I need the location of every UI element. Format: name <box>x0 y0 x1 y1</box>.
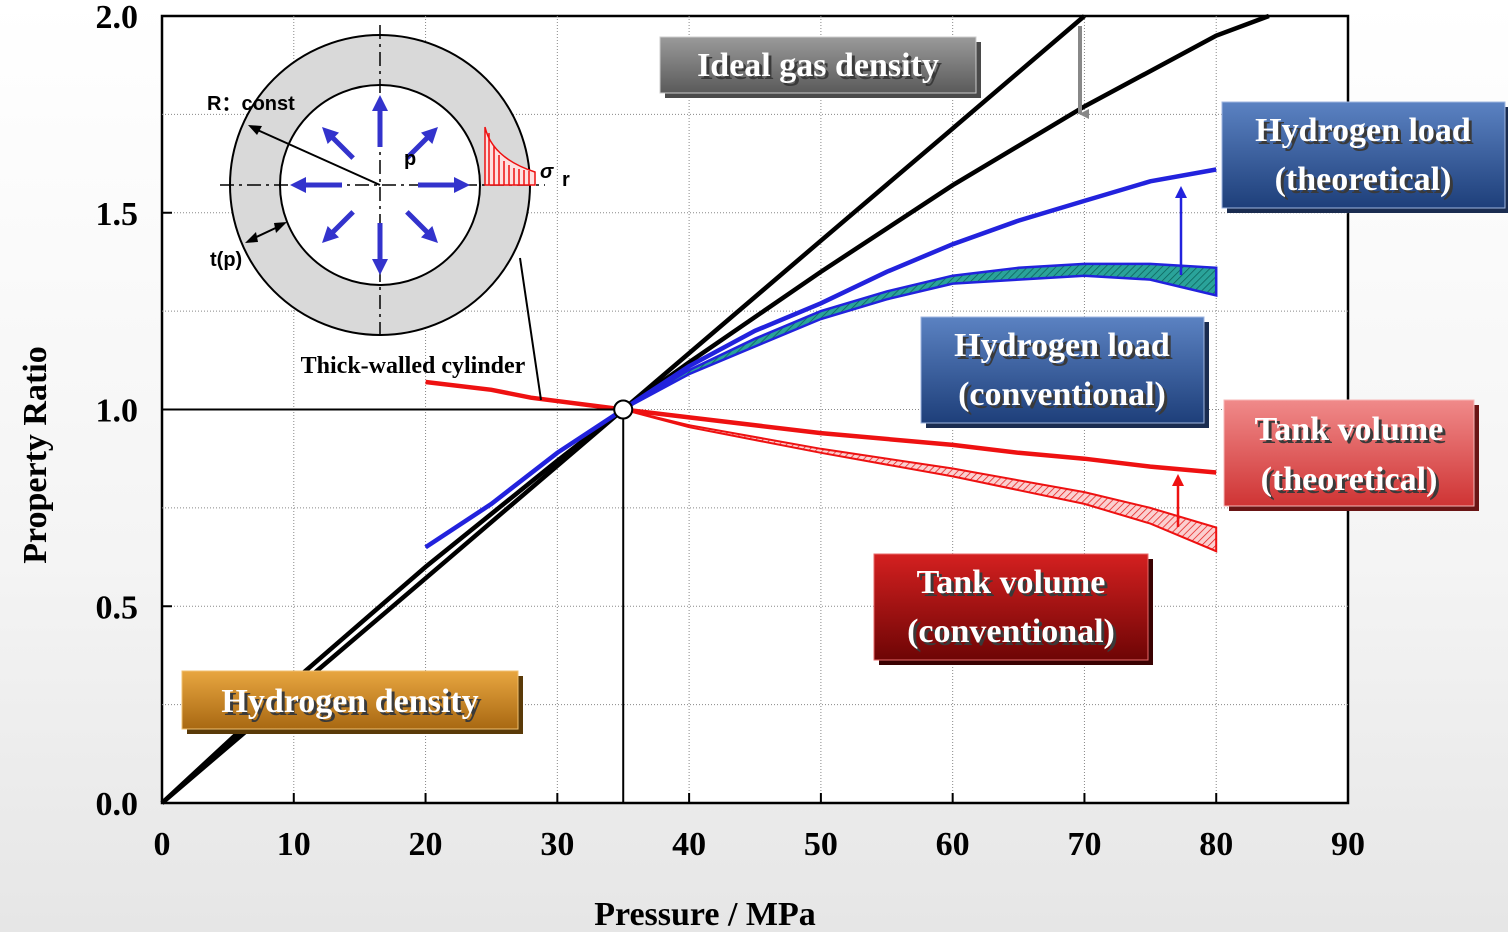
pressure-arrow-head <box>290 177 306 193</box>
reference-point-marker <box>613 399 634 420</box>
x-tick-label: 40 <box>672 826 706 863</box>
x-tick-label: 60 <box>936 826 970 863</box>
pressure-arrow-head <box>421 127 438 144</box>
svg-text:(theoretical): (theoretical) <box>1278 164 1455 201</box>
x-axis-title: Pressure / MPa <box>594 896 816 932</box>
svg-text:(conventional): (conventional) <box>958 376 1166 413</box>
x-axis-ticks: 0 10 20 30 40 50 60 70 80 90 <box>154 793 1365 863</box>
pressure-arrow <box>405 127 438 160</box>
svg-text:(theoretical): (theoretical) <box>1261 461 1438 498</box>
hydrogen-load-conventional-band <box>622 262 1218 411</box>
y-tick-label: 0.5 <box>96 589 139 626</box>
pressure-arrow-head <box>421 226 438 243</box>
thick-walled-cylinder-inset: R：const p t(p) σ r Thick-walled cylinder <box>207 25 570 401</box>
svg-text:Hydrogen load: Hydrogen load <box>954 327 1170 364</box>
x-tick-label: 50 <box>804 826 838 863</box>
svg-text:Tank volume: Tank volume <box>917 564 1106 601</box>
svg-text:Hydrogen load: Hydrogen load <box>1255 112 1471 149</box>
pressure-arrow-head <box>322 226 339 243</box>
tank-volume-conventional-band <box>622 408 1218 553</box>
hydrogen-load-theoretical-line <box>424 167 1217 550</box>
internal-pressure-arrows <box>290 95 470 275</box>
pressure-arrow-head <box>372 259 388 275</box>
pressure-arrow <box>405 210 438 243</box>
pressure-arrow <box>322 210 355 243</box>
hydrogen-load-conventional-label: Hydrogen load Hydrogen load (conventiona… <box>920 316 1209 428</box>
y-tick-label: 1.5 <box>96 196 139 233</box>
hydrogen-load-up-arrow <box>1175 186 1187 275</box>
svg-text:(conventional): (conventional) <box>910 616 1118 653</box>
svg-text:Tank volume: Tank volume <box>1258 414 1447 451</box>
y-tick-label: 2.0 <box>96 0 139 36</box>
svg-text:Hydrogen load: Hydrogen load <box>957 330 1173 367</box>
svg-text:(conventional): (conventional) <box>907 613 1115 650</box>
x-tick-label: 0 <box>154 826 171 863</box>
pressure-arrow <box>290 177 342 193</box>
svg-text:Ideal gas density: Ideal gas density <box>697 47 939 84</box>
x-tick-label: 70 <box>1067 826 1101 863</box>
hydrogen-load-theoretical-label: Hydrogen load Hydrogen load (theoretical… <box>1221 101 1508 213</box>
svg-text:Tank volume: Tank volume <box>920 567 1109 604</box>
tank-volume-theoretical-label: Tank volume Tank volume (theoretical) (t… <box>1223 399 1479 511</box>
svg-text:(conventional): (conventional) <box>961 379 1169 416</box>
svg-text:Hydrogen density: Hydrogen density <box>221 683 478 720</box>
inset-leader-line <box>519 257 542 401</box>
svg-text:Hydrogen load: Hydrogen load <box>1258 115 1474 152</box>
tank-volume-conventional-label: Tank volume Tank volume (conventional) (… <box>873 553 1153 665</box>
x-tick-label: 20 <box>409 826 443 863</box>
stress-subscript: r <box>562 169 570 191</box>
x-tick-label: 30 <box>540 826 574 863</box>
pressure-arrow <box>418 177 470 193</box>
inset-title: Thick-walled cylinder <box>301 353 526 379</box>
y-tick-label: 1.0 <box>96 393 139 430</box>
stress-label: σ <box>540 161 554 183</box>
svg-text:(theoretical): (theoretical) <box>1275 161 1452 198</box>
x-tick-label: 10 <box>277 826 311 863</box>
tank-volume-theoretical-line <box>425 379 1217 475</box>
pressure-arrow <box>372 95 388 147</box>
svg-text:Ideal gas density: Ideal gas density <box>700 50 942 87</box>
pressure-arrow <box>372 223 388 275</box>
svg-text:Hydrogen density: Hydrogen density <box>224 686 481 723</box>
x-tick-label: 90 <box>1331 826 1365 863</box>
thickness-arrow <box>245 222 287 243</box>
x-tick-label: 80 <box>1199 826 1233 863</box>
pressure-arrow-head <box>372 95 388 111</box>
pressure-arrow-head <box>322 127 339 144</box>
radial-stress-profile <box>484 126 536 186</box>
thickness-label: t(p) <box>210 249 242 271</box>
radius-arrow <box>248 125 381 186</box>
pressure-label: p <box>404 148 416 170</box>
y-axis-ticks: 0.0 0.5 1.0 1.5 2.0 <box>96 0 172 823</box>
svg-text:(theoretical): (theoretical) <box>1264 464 1441 501</box>
y-tick-label: 0.0 <box>96 786 139 823</box>
svg-text:Tank volume: Tank volume <box>1255 411 1444 448</box>
tank-volume-up-arrow <box>1172 474 1184 527</box>
ideal-gas-density-label: Ideal gas density Ideal gas density <box>659 36 981 98</box>
hydrogen-density-line <box>160 13 1270 805</box>
hydrogen-density-label: Hydrogen density Hydrogen density <box>181 670 523 734</box>
pressure-arrow-head <box>454 177 470 193</box>
radius-label: R：const <box>207 93 295 115</box>
pressure-arrow <box>322 127 355 160</box>
y-axis-title: Property Ratio <box>17 346 54 563</box>
